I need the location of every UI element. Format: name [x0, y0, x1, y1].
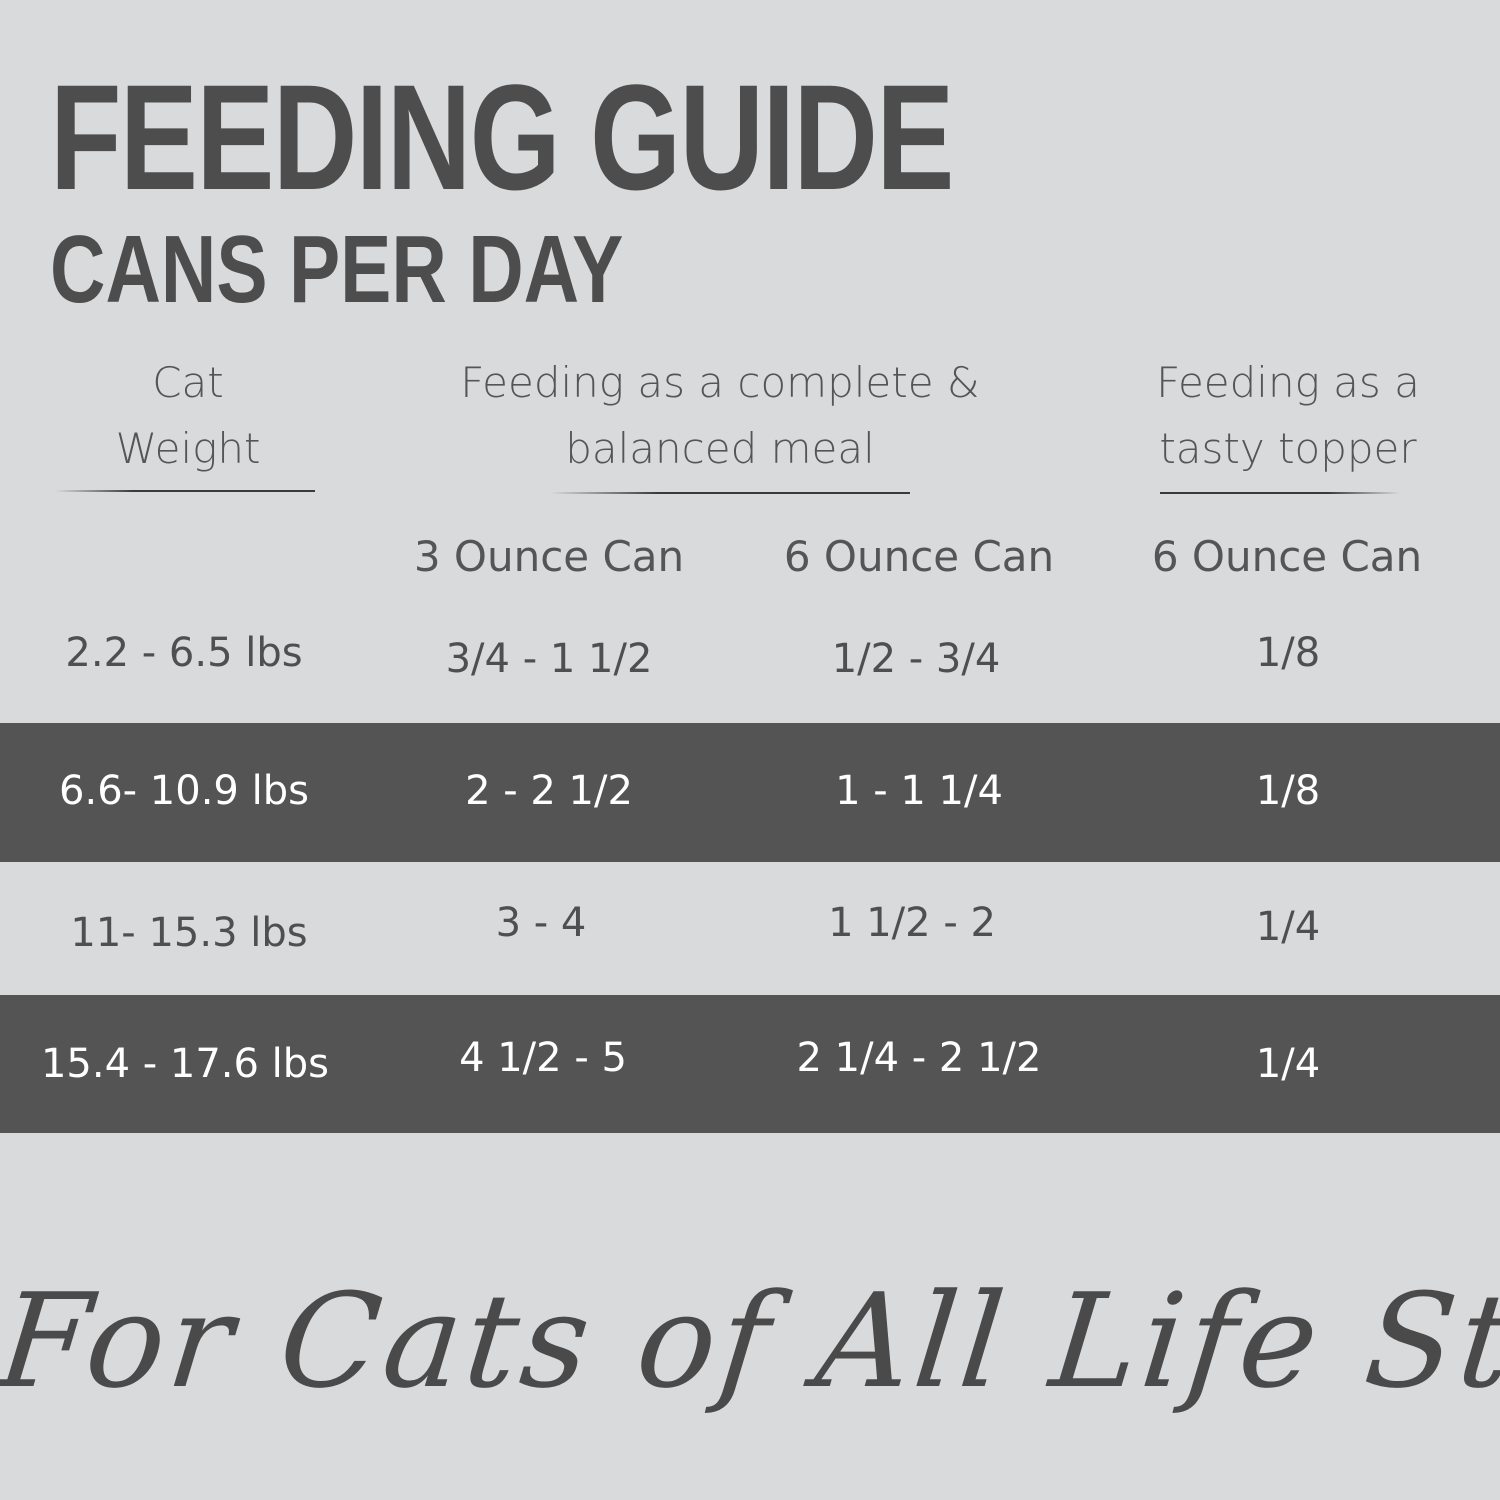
- header-line: Feeding as a complete &: [460, 358, 980, 407]
- cell-6oz: 2 1/4 - 2 1/2: [796, 1035, 1042, 1081]
- cell-weight: 15.4 - 17.6 lbs: [40, 1041, 330, 1087]
- cell-topper: 1/4: [1255, 904, 1321, 950]
- subheader-6oz-topper: 6 Ounce Can: [1151, 532, 1423, 581]
- cell-topper: 1/8: [1255, 630, 1321, 676]
- table-row: 15.4 - 17.6 lbs 4 1/2 - 5 2 1/4 - 2 1/2 …: [0, 995, 1500, 1133]
- table-row: 6.6- 10.9 lbs 2 - 2 1/2 1 - 1 1/4 1/8: [0, 723, 1500, 862]
- table-row: 2.2 - 6.5 lbs 3/4 - 1 1/2 1/2 - 3/4 1/8: [0, 590, 1500, 723]
- cell-3oz: 2 - 2 1/2: [465, 768, 633, 814]
- header-line: Cat: [152, 358, 224, 407]
- cell-6oz: 1 - 1 1/4: [835, 768, 1003, 814]
- cell-6oz: 1/2 - 3/4: [831, 636, 1001, 682]
- cell-topper: 1/4: [1255, 1041, 1321, 1087]
- subheader-6oz: 6 Ounce Can: [783, 532, 1055, 581]
- cell-3oz: 3 - 4: [495, 900, 587, 946]
- cell-3oz: 4 1/2 - 5: [459, 1035, 627, 1081]
- header-topper: Feeding as a tasty topper: [1088, 350, 1488, 482]
- header-line: Feeding as a: [1156, 358, 1420, 407]
- header-line: balanced meal: [565, 424, 875, 473]
- cell-weight: 11- 15.3 lbs: [70, 910, 308, 956]
- table-row: 11- 15.3 lbs 3 - 4 1 1/2 - 2 1/4: [0, 862, 1500, 995]
- header-complete-meal: Feeding as a complete & balanced meal: [420, 350, 1020, 482]
- page-subtitle: CANS PER DAY: [50, 216, 624, 323]
- tagline: For Cats of All Life Stages: [0, 1265, 1500, 1417]
- cell-6oz: 1 1/2 - 2: [828, 900, 996, 946]
- cell-weight: 6.6- 10.9 lbs: [59, 768, 309, 814]
- cell-topper: 1/8: [1255, 768, 1321, 814]
- cell-3oz: 3/4 - 1 1/2: [445, 636, 653, 682]
- divider: [550, 492, 910, 494]
- header-cat-weight: Cat Weight: [38, 350, 338, 482]
- divider: [55, 490, 315, 492]
- cell-weight: 2.2 - 6.5 lbs: [65, 630, 303, 676]
- page-title: FEEDING GUIDE: [50, 53, 954, 221]
- subheader-3oz: 3 Ounce Can: [413, 532, 685, 581]
- header-line: Weight: [115, 424, 261, 473]
- divider: [1160, 492, 1400, 494]
- header-line: tasty topper: [1159, 424, 1417, 473]
